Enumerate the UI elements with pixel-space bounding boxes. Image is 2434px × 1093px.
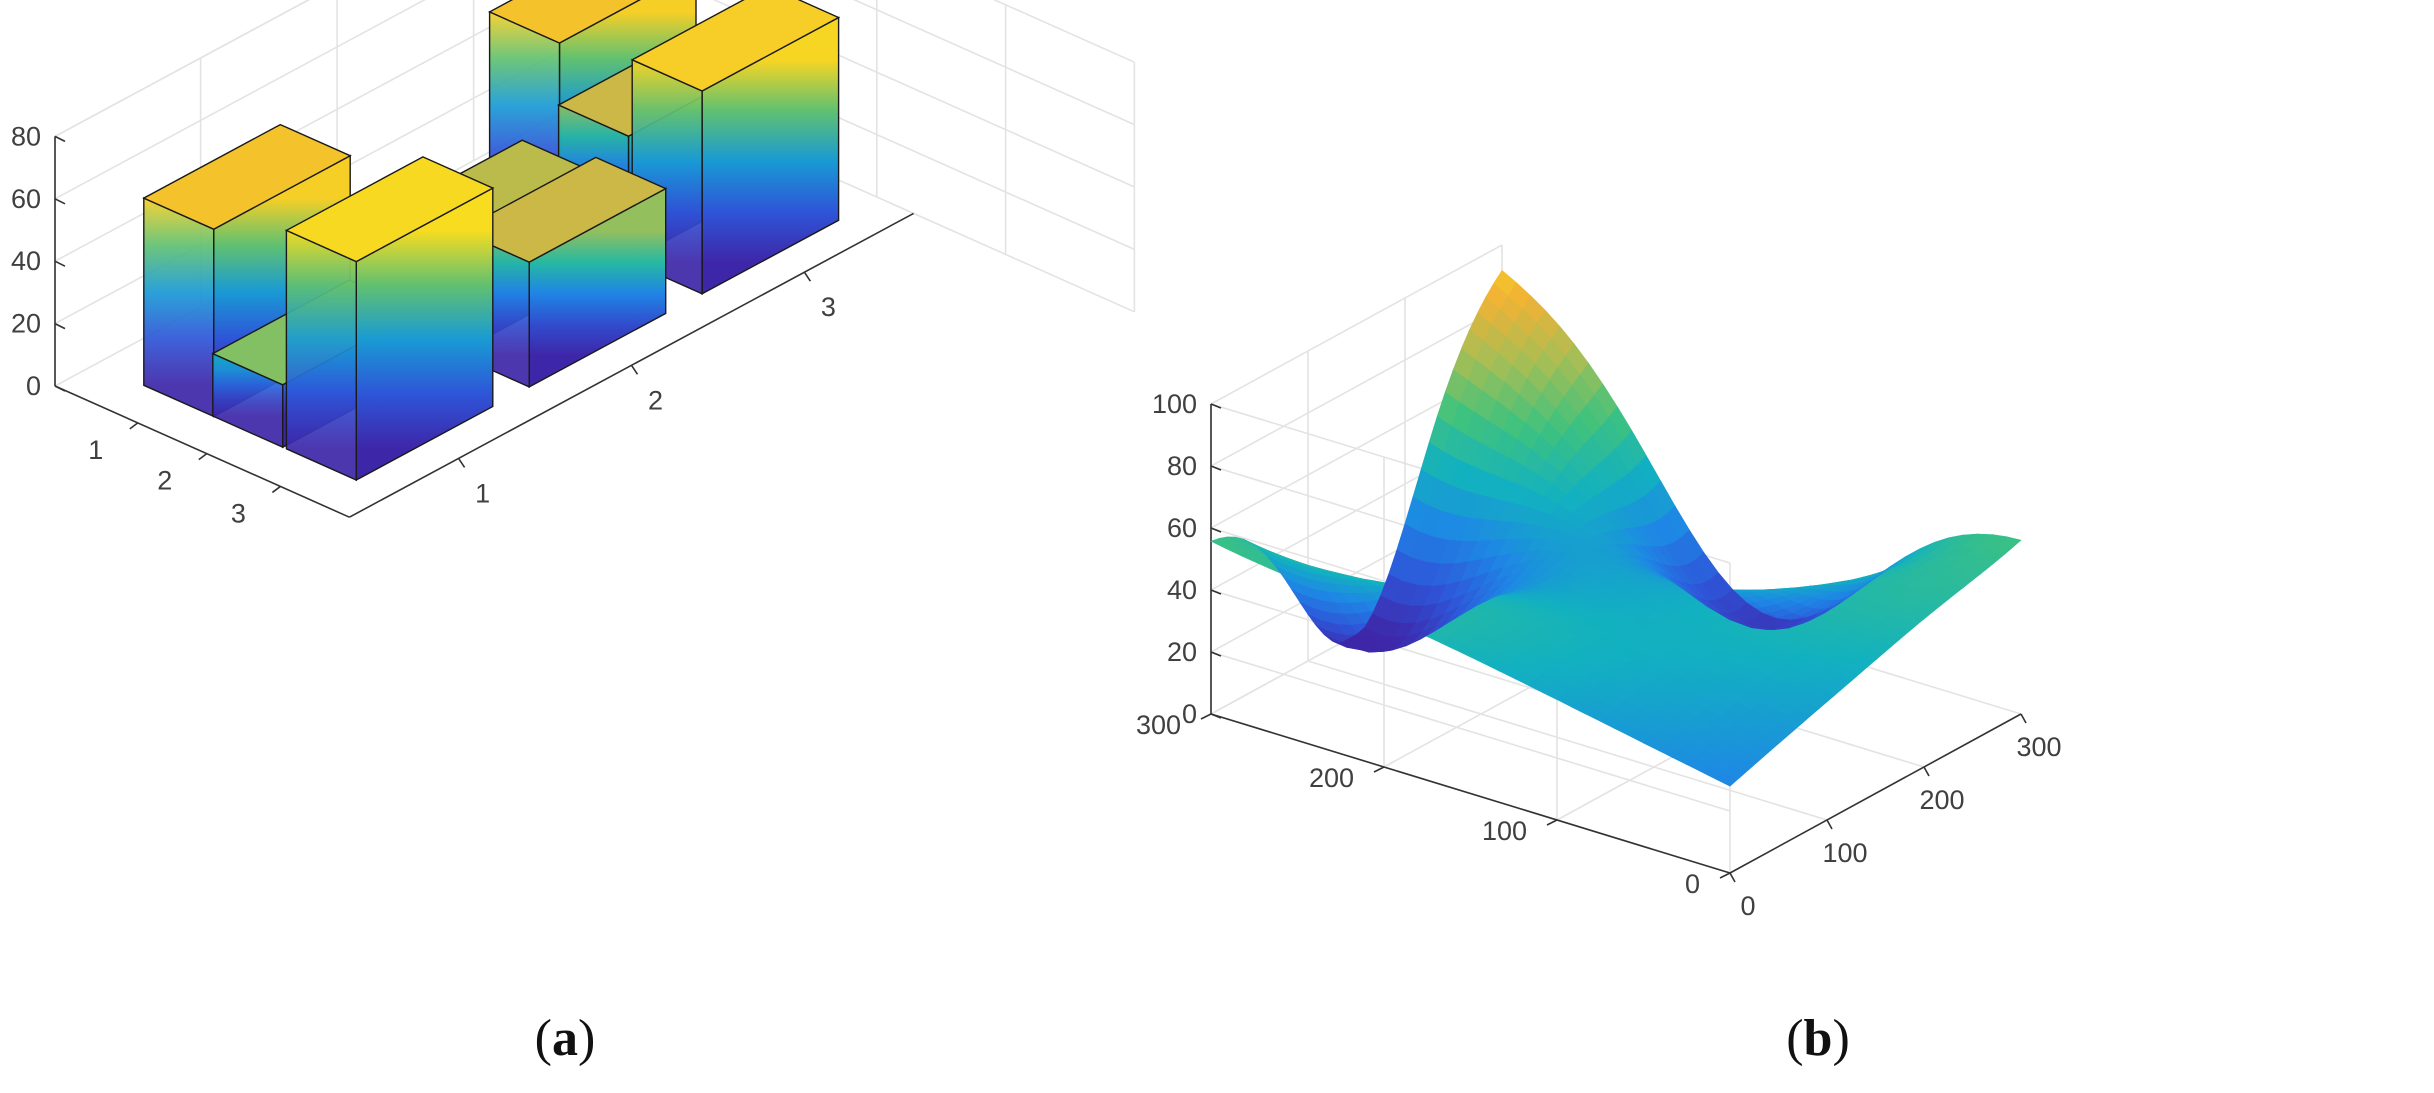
y-axis-line bbox=[54, 385, 350, 518]
z-tick-mark bbox=[1210, 403, 1222, 409]
bar-top-face bbox=[488, 0, 641, 44]
x-tick-label: 100 bbox=[1822, 838, 1867, 868]
z-tick-mark bbox=[1210, 713, 1222, 719]
x-tick-mark bbox=[2020, 713, 2027, 724]
y-tick-mark bbox=[1546, 819, 1558, 826]
row-tick-mark bbox=[198, 453, 208, 461]
z-tick-mark bbox=[1210, 651, 1222, 657]
bar-3-2 bbox=[457, 156, 668, 389]
bar-top-face bbox=[284, 156, 495, 263]
col-tick-mark bbox=[630, 364, 639, 375]
bar3-bars bbox=[142, 0, 841, 482]
z-tick-label: 20 bbox=[1167, 637, 1197, 667]
bar-top-face bbox=[630, 0, 841, 92]
col-tick-label: 2 bbox=[648, 385, 663, 415]
row-tick-label: 3 bbox=[231, 498, 246, 528]
y-tick-mark bbox=[1200, 713, 1212, 720]
caption-a: (a) bbox=[535, 1010, 596, 1067]
z-tick-label: 60 bbox=[11, 184, 41, 214]
bar3-chart-panel: 0 20 40 60 80 1 2 3 1 2 3 bbox=[11, 0, 1136, 528]
caption-b: (b) bbox=[1786, 1010, 1850, 1067]
z-tick-mark bbox=[54, 260, 66, 267]
z-tick-label: 20 bbox=[11, 309, 41, 339]
row-tick-mark bbox=[129, 422, 139, 430]
z-tick-label: 60 bbox=[1167, 513, 1197, 543]
surface-mesh bbox=[1210, 269, 2022, 787]
y-tick-mark bbox=[1719, 872, 1731, 879]
x-tick-label: 300 bbox=[2016, 732, 2061, 762]
z-tick-label: 80 bbox=[1167, 451, 1197, 481]
bar-3-1 bbox=[284, 156, 495, 482]
row-tick-label: 1 bbox=[88, 435, 103, 465]
row-tick-label: 2 bbox=[157, 466, 172, 496]
z-tick-label: 40 bbox=[1167, 575, 1197, 605]
y-tick-label: 300 bbox=[1136, 710, 1181, 740]
surface-patch bbox=[1997, 536, 2022, 548]
bar-top-face bbox=[457, 156, 668, 263]
bar3-axes bbox=[54, 135, 914, 518]
z-tick-label: 0 bbox=[26, 371, 41, 401]
y-tick-label: 0 bbox=[1685, 869, 1700, 899]
y-axis-line bbox=[1210, 713, 1731, 874]
bar-side-face bbox=[143, 197, 215, 418]
col-tick-label: 1 bbox=[475, 478, 490, 508]
wall-top-edge bbox=[54, 0, 311, 138]
row-tick-mark bbox=[271, 485, 281, 494]
x-tick-mark bbox=[1826, 819, 1833, 830]
z-tick-label: 40 bbox=[11, 246, 41, 276]
z-tick-mark bbox=[1210, 465, 1222, 471]
bar3-tick-labels: 0 20 40 60 80 1 2 3 1 2 3 bbox=[11, 121, 836, 528]
z-grid-line bbox=[54, 0, 1135, 200]
surface-axes bbox=[1200, 403, 2027, 883]
x-tick-label: 0 bbox=[1740, 891, 1755, 921]
svg-text:(a): (a) bbox=[535, 1010, 596, 1067]
z-tick-label: 100 bbox=[1152, 389, 1197, 419]
z-tick-mark bbox=[54, 198, 66, 205]
bar-top-face bbox=[142, 123, 352, 230]
col-tick-mark bbox=[457, 457, 466, 468]
bar-side-face bbox=[285, 229, 357, 482]
z-tick-mark bbox=[54, 322, 66, 330]
floor-grid-line bbox=[1307, 660, 1828, 821]
y-tick-label: 100 bbox=[1482, 816, 1527, 846]
y-tick-mark bbox=[1373, 766, 1385, 773]
svg-text:(b): (b) bbox=[1786, 1010, 1850, 1067]
z-tick-label: 80 bbox=[11, 121, 41, 151]
z-tick-label: 0 bbox=[1182, 699, 1197, 729]
x-tick-mark bbox=[1923, 766, 1930, 777]
col-tick-label: 3 bbox=[821, 292, 836, 322]
y-tick-label: 200 bbox=[1309, 763, 1354, 793]
x-tick-label: 200 bbox=[1919, 785, 1964, 815]
x-axis-line bbox=[1729, 713, 2022, 874]
z-tick-mark bbox=[1210, 589, 1222, 595]
x-tick-mark bbox=[1729, 872, 1736, 883]
z-tick-mark bbox=[1210, 527, 1222, 533]
z-tick-mark bbox=[54, 135, 66, 143]
z-tick-mark bbox=[54, 385, 66, 392]
col-tick-mark bbox=[803, 271, 812, 282]
